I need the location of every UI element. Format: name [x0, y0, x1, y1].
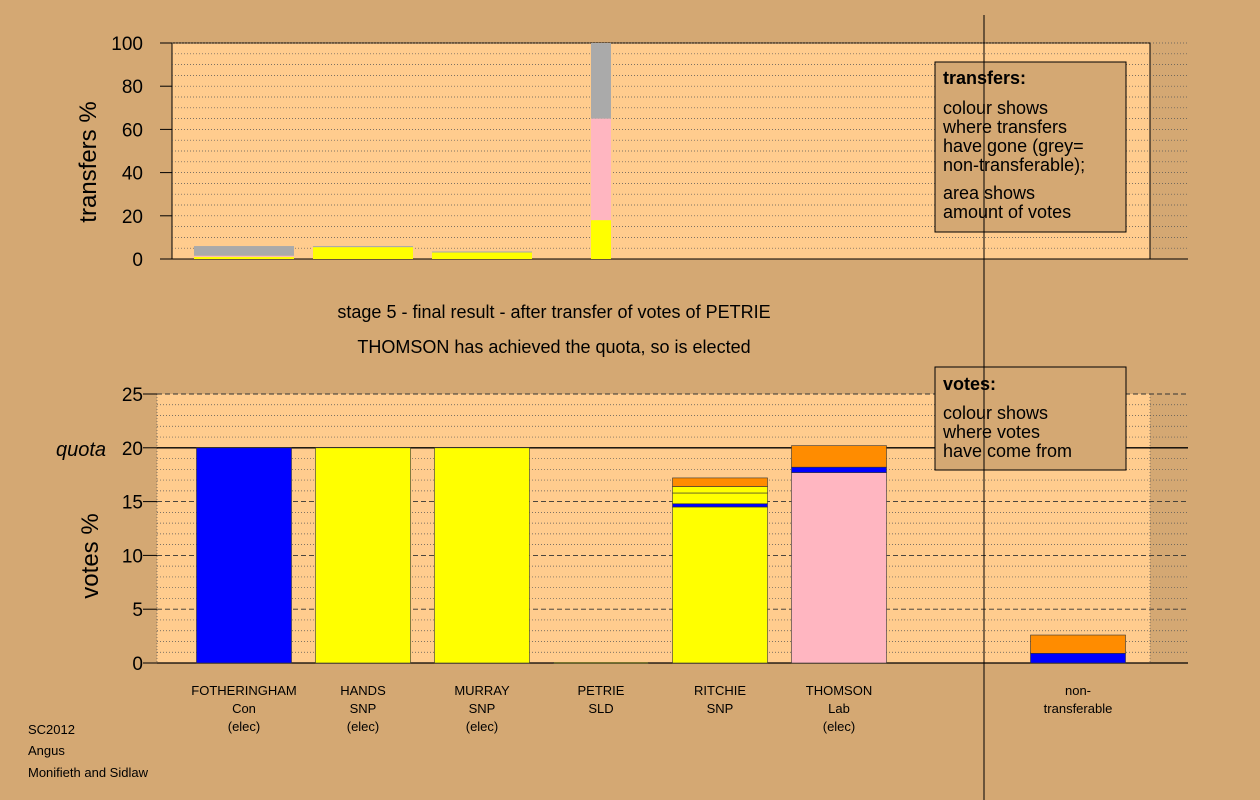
votes-x-label: SLD: [588, 701, 613, 716]
votes-bar-segment: [672, 506, 768, 664]
transfers-y-tick-label: 0: [132, 250, 143, 271]
votes-bars: [196, 445, 1126, 664]
votes-bar-segment: [791, 466, 887, 473]
quota-label: quota: [56, 439, 106, 461]
transfers-y-ticks: 0 20 40 60 80 100: [111, 34, 172, 271]
transfers-bar-segment: [432, 251, 532, 253]
votes-x-label: non-: [1065, 683, 1091, 698]
votes-x-label: Lab: [828, 701, 850, 716]
transfers-bar-segment: [591, 220, 611, 259]
votes-x-label: HANDS: [340, 683, 386, 698]
transfers-legend-line: have gone (grey=: [943, 136, 1084, 156]
votes-x-label: SNP: [350, 701, 377, 716]
votes-bar-segment: [553, 662, 649, 664]
result-caption: THOMSON has achieved the quota, so is el…: [357, 337, 750, 357]
transfers-legend-line: where transfers: [942, 117, 1067, 137]
votes-x-label: PETRIE: [578, 683, 625, 698]
votes-y-tick-label: 0: [132, 654, 143, 675]
votes-bar-segment: [1030, 653, 1126, 664]
votes-x-label: (elec): [228, 719, 261, 734]
transfers-legend-box: [934, 61, 1127, 233]
votes-legend: votes: colour shows where votes have com…: [934, 366, 1127, 471]
transfers-y-tick-label: 20: [122, 207, 143, 228]
votes-legend-box: [934, 366, 1127, 471]
transfers-bar-segment: [313, 247, 413, 259]
votes-legend-title: votes:: [943, 374, 996, 394]
votes-bar-segment: [672, 477, 768, 487]
votes-bar-segment: [196, 447, 292, 664]
transfers-bar-segment: [591, 43, 611, 119]
votes-x-label: MURRAY: [454, 683, 510, 698]
votes-bar-segment: [672, 486, 768, 494]
votes-x-label: (elec): [466, 719, 499, 734]
votes-x-label: SNP: [469, 701, 496, 716]
votes-x-label: (elec): [347, 719, 380, 734]
votes-x-label: FOTHERINGHAM: [191, 683, 296, 698]
votes-bar-segment: [434, 447, 530, 664]
transfers-bar-segment: [432, 252, 532, 259]
transfers-y-tick-label: 40: [122, 164, 143, 185]
transfers-legend-line: area shows: [943, 183, 1035, 203]
stage-caption: stage 5 - final result - after transfer …: [337, 302, 770, 322]
votes-bar-segment: [1030, 634, 1126, 654]
transfers-chart: 0 20 40 60 80 100 transfers % transfers: colo…: [75, 34, 1188, 271]
transfers-legend-title: transfers:: [943, 68, 1026, 88]
votes-x-labels: FOTHERINGHAM Con (elec) HANDS SNP (elec) MURRA…: [191, 683, 1112, 734]
transfers-legend-line: non-transferable);: [943, 155, 1085, 175]
votes-y-tick-label: 20: [122, 439, 143, 460]
votes-x-label: THOMSON: [806, 683, 872, 698]
transfers-legend: transfers: colour shows where transfers …: [934, 61, 1127, 233]
votes-bar-segment: [791, 472, 887, 664]
transfers-legend-line: colour shows: [943, 98, 1048, 118]
votes-y-tick-label: 5: [132, 600, 143, 621]
votes-x-label: SNP: [707, 701, 734, 716]
votes-y-ticks: 0 5 10 15 20 25: [122, 385, 157, 675]
transfers-y-tick-label: 100: [111, 34, 143, 55]
transfers-bars: [194, 43, 611, 259]
votes-x-label: RITCHIE: [694, 683, 746, 698]
footer-line: Angus: [28, 743, 65, 758]
votes-bar-segment: [315, 447, 411, 664]
transfers-bar-segment: [313, 246, 413, 248]
transfers-bar-segment: [194, 255, 294, 257]
votes-y-tick-label: 15: [122, 493, 143, 514]
votes-bar-segment: [672, 503, 768, 508]
votes-chart: 0 5 10 15 20 25 FOTHERINGHAM Con (elec) HANDS SNP…: [56, 366, 1188, 734]
votes-y-axis-label: votes %: [77, 513, 104, 598]
transfers-y-axis-label: transfers %: [75, 101, 102, 222]
footer-line: SC2012: [28, 722, 75, 737]
votes-x-label: transferable: [1044, 701, 1113, 716]
votes-legend-line: have come from: [943, 441, 1072, 461]
votes-x-label: Con: [232, 701, 256, 716]
votes-x-label: (elec): [823, 719, 856, 734]
transfers-bar-segment: [194, 246, 294, 256]
footer-line: Monifieth and Sidlaw: [28, 765, 149, 780]
transfers-legend-line: amount of votes: [943, 202, 1071, 222]
votes-bar-segment: [791, 445, 887, 468]
votes-y-tick-label: 25: [122, 385, 143, 406]
transfers-y-tick-label: 60: [122, 120, 143, 141]
transfers-y-tick-label: 80: [122, 77, 143, 98]
transfers-bar-segment: [591, 118, 611, 221]
transfers-bar-segment: [194, 256, 294, 259]
votes-legend-line: where votes: [942, 422, 1040, 442]
votes-y-tick-label: 10: [122, 546, 143, 567]
votes-legend-line: colour shows: [943, 403, 1048, 423]
votes-bar-segment: [672, 492, 768, 505]
